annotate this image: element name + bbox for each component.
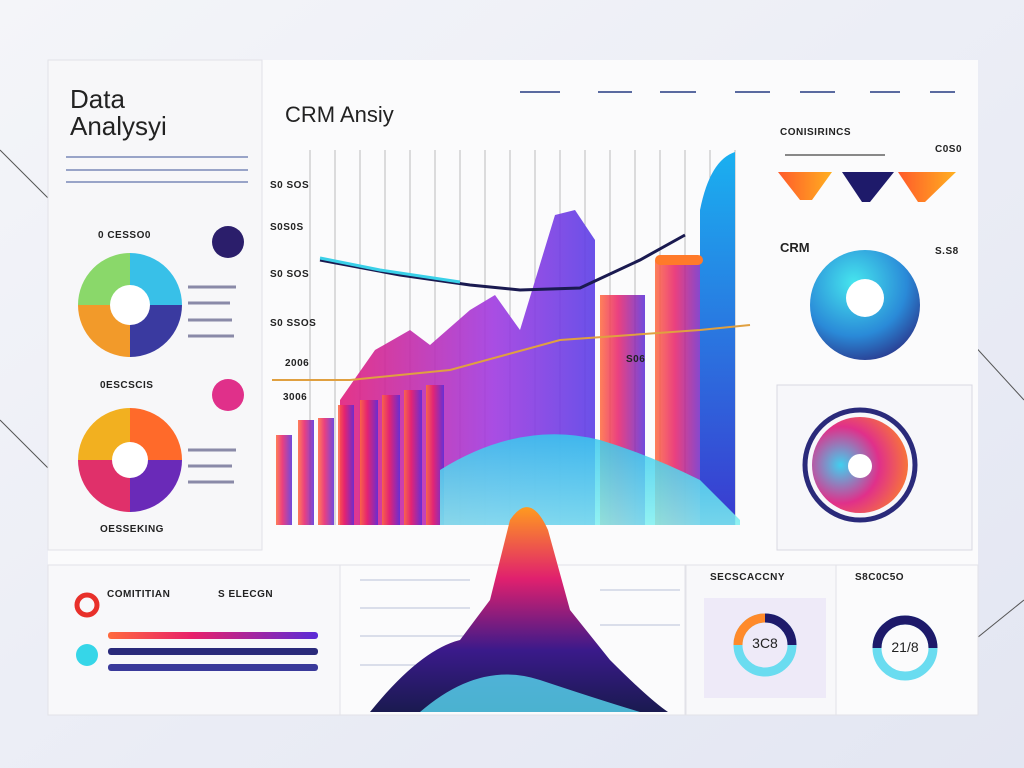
bar [360, 400, 378, 525]
tall-bar [700, 152, 735, 525]
gauge-arc [872, 615, 938, 649]
gauge-value: 3C8 [752, 635, 778, 651]
trend-line [319, 233, 686, 292]
axis-label: S0 SSOS [270, 318, 316, 329]
triangle [778, 172, 832, 200]
chart-label: S06 [626, 354, 645, 365]
icon [212, 226, 244, 258]
pie-slice [130, 460, 182, 512]
icon [74, 592, 100, 618]
progress-bar [108, 632, 318, 639]
trend-line [319, 256, 461, 284]
pie-center [110, 285, 150, 325]
panel-subtitle: S ELECGN [218, 589, 273, 600]
axis-label: S0 SOS [270, 269, 309, 280]
icon [212, 379, 244, 411]
chart-label: 3006 [283, 392, 307, 403]
mountain-area [420, 674, 640, 712]
panel-title: CONISIRINCS [780, 127, 851, 138]
bar [298, 420, 314, 525]
panel-title: COMITITIAN [107, 589, 170, 600]
legend-bars [188, 448, 236, 484]
bar [276, 435, 292, 525]
axis-label: S0 SOS [270, 180, 309, 191]
gauge-value: 21/8 [891, 639, 918, 655]
pie [78, 408, 182, 512]
progress-bar [108, 664, 318, 671]
ring-center [848, 454, 872, 478]
cyan-area [440, 434, 740, 525]
chart-label: 2006 [285, 358, 309, 369]
gauge-arc [733, 613, 766, 646]
progress-bar [108, 648, 318, 655]
bar [404, 390, 422, 525]
highlight [655, 255, 703, 265]
panel-title: CRM [780, 240, 810, 255]
bottom-panel [47, 564, 341, 716]
chart-title: CRM Ansiy [285, 102, 394, 127]
gauge-arc [764, 613, 797, 646]
panel-lines [360, 579, 680, 666]
bar [426, 385, 444, 525]
triangle [898, 172, 956, 202]
panel-title: S8C0C5O [855, 572, 904, 583]
divider-lines [66, 156, 248, 183]
bar [318, 418, 334, 525]
bar [382, 395, 400, 525]
pie-slice [130, 408, 182, 460]
sidebar-title: Analysyi [70, 111, 167, 141]
legend-bars [188, 285, 236, 338]
pie-slice [78, 460, 130, 512]
decor-lines [0, 149, 1024, 701]
section-label: 0 CESSO0 [98, 230, 151, 241]
ring-outline [802, 407, 918, 523]
panel-value: S.S8 [935, 246, 959, 257]
sidebar-title: Data [70, 84, 125, 114]
bottom-panel [835, 564, 979, 716]
pie-center [112, 442, 148, 478]
panel-title: SECSCACCNY [710, 572, 785, 583]
mountain-area [370, 507, 668, 712]
pie-slice [78, 408, 130, 460]
panel-value: C0S0 [935, 144, 962, 155]
section-label: OESSEKING [100, 524, 164, 535]
bar [338, 405, 354, 525]
trend-line [272, 324, 751, 381]
pie [78, 253, 182, 357]
axis-label: S0S0S [270, 222, 304, 233]
triangle [842, 172, 894, 202]
icon [76, 644, 98, 666]
donut-center [846, 279, 884, 317]
section-label: 0ESCSCIS [100, 380, 153, 391]
